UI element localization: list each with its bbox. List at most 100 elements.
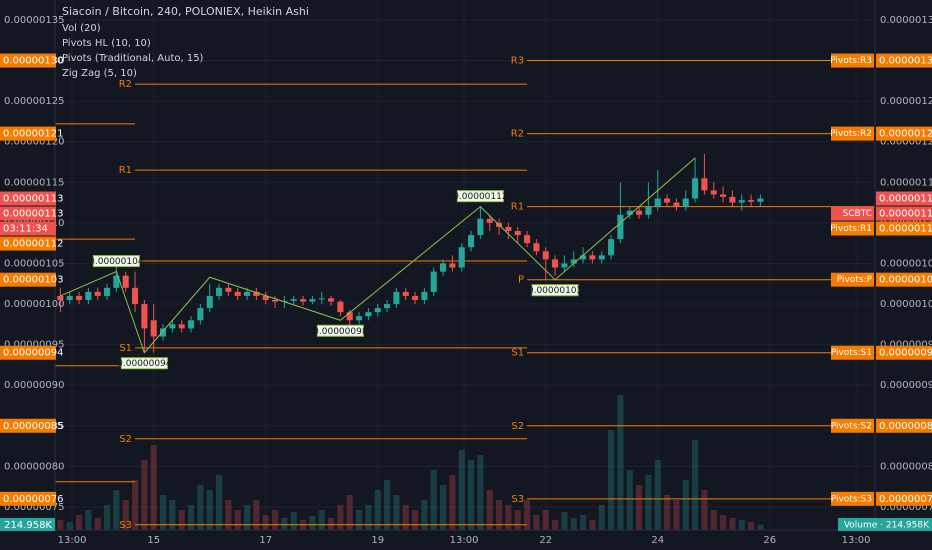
volume-bar (608, 430, 615, 530)
volume-bar (328, 518, 335, 530)
axis-label-box (876, 272, 932, 287)
axis-label: 0.00000085 (3, 421, 63, 432)
volume-bar (412, 510, 419, 530)
axis-label-box (0, 221, 56, 236)
y-tick-label: 0.00000100 (4, 299, 64, 310)
volume-bar (141, 460, 148, 530)
volume-bar (449, 475, 456, 530)
volume-bar (748, 522, 755, 530)
axis-label-box (0, 272, 56, 287)
volume-bar (505, 505, 512, 530)
pivot-name: S1 (119, 343, 132, 354)
y-tick-label: 0.00000135 (4, 15, 64, 26)
x-tick-label: 13:00 (450, 535, 479, 546)
volume-bar (122, 500, 129, 530)
indicator-label: Zig Zag (5, 10) (62, 68, 137, 79)
x-tick-label: 15 (147, 535, 160, 546)
axis-label: 0.00000113 (879, 194, 932, 205)
pivot-name: R2 (119, 79, 132, 90)
volume-bar (262, 515, 269, 530)
volume-bar (160, 495, 167, 530)
candle-body (309, 299, 316, 302)
pivot-name: R2 (511, 129, 524, 140)
axis-tag-box (831, 221, 874, 236)
candle-body (458, 247, 465, 268)
volume-bar (673, 500, 680, 530)
candle-body (216, 287, 223, 296)
x-tick-label: 19 (371, 535, 384, 546)
candle-body (682, 198, 689, 207)
y-tick-label: 0.00000080 (4, 461, 64, 472)
candle-body (757, 198, 764, 202)
candle-body (290, 299, 297, 301)
volume-bar (682, 480, 689, 530)
volume-bar (757, 524, 764, 530)
candle-body (645, 206, 652, 215)
candle-body (122, 275, 129, 288)
axis-label-box (0, 418, 56, 433)
volume-bar (617, 395, 624, 530)
x-tick-label: 22 (539, 535, 552, 546)
volume-bar (514, 510, 521, 530)
axis-label: 0.00000121 (879, 129, 932, 140)
candle-body (150, 320, 157, 337)
axis-label-box (876, 345, 932, 360)
indicator-label: Pivots (Traditional, Auto, 15) (62, 53, 204, 64)
zigzag-label: 0.00000112 (453, 192, 507, 202)
pivot-name: R3 (511, 56, 524, 67)
y-tick-label: 0.00000075 (880, 502, 932, 513)
candle-body (197, 308, 204, 321)
candle-body (346, 312, 353, 321)
volume-bar (281, 518, 288, 530)
pivot-name: R1 (511, 202, 524, 213)
volume-bar (430, 470, 437, 530)
y-tick-label: 0.00000105 (880, 258, 932, 269)
candle-body (598, 255, 605, 260)
y-tick-label: 0.00000095 (880, 340, 932, 351)
zigzag-label-box (92, 255, 140, 268)
candle-body (113, 275, 120, 288)
candle-body (720, 194, 727, 197)
candle-body (206, 295, 213, 309)
y-tick-label: 0.00000135 (880, 15, 932, 26)
candle-body (486, 218, 493, 223)
volume-bar (710, 510, 717, 530)
candle-body (402, 291, 409, 296)
axis-label-box (0, 236, 56, 251)
volume-bar (365, 505, 372, 530)
volume-bar (570, 518, 577, 530)
axis-tag-box (831, 491, 874, 506)
candle-body (253, 291, 260, 296)
volume-bar (94, 518, 101, 530)
axis-tag: Pivots:R1 (830, 224, 872, 234)
volume-bar (76, 515, 83, 530)
axis-label: 0.00000076 (3, 494, 63, 505)
axis-label: 0.00000103 (3, 275, 63, 286)
volume-bar (692, 440, 699, 530)
candle-body (262, 295, 269, 300)
pivot-name: S3 (511, 494, 524, 505)
candle-body (617, 214, 624, 240)
y-tick-label: 0.00000095 (4, 340, 64, 351)
volume-bar (729, 518, 736, 530)
volume-bar (589, 520, 596, 530)
candle-body (673, 202, 680, 207)
volume-bar (468, 460, 475, 530)
volume-bar (206, 490, 213, 530)
axis-label: 0.00000130 (879, 56, 932, 67)
volume-bar (552, 520, 559, 530)
volume-bar (216, 475, 223, 530)
axis-label-box (876, 191, 932, 206)
candle-body (477, 218, 484, 236)
zigzag-label: 0.00000098 (313, 327, 368, 337)
candle-body (468, 235, 475, 248)
y-tick-label: 0.00000105 (4, 258, 64, 269)
axis-label-box (876, 126, 932, 141)
axis-tag: Pivots:S1 (831, 348, 872, 358)
axis-tag: Pivots:S2 (831, 421, 872, 431)
volume-bar (402, 505, 409, 530)
candle-body (748, 200, 755, 202)
candle-body (636, 210, 643, 215)
x-tick-label: 17 (259, 535, 272, 546)
candle-body (57, 295, 64, 300)
